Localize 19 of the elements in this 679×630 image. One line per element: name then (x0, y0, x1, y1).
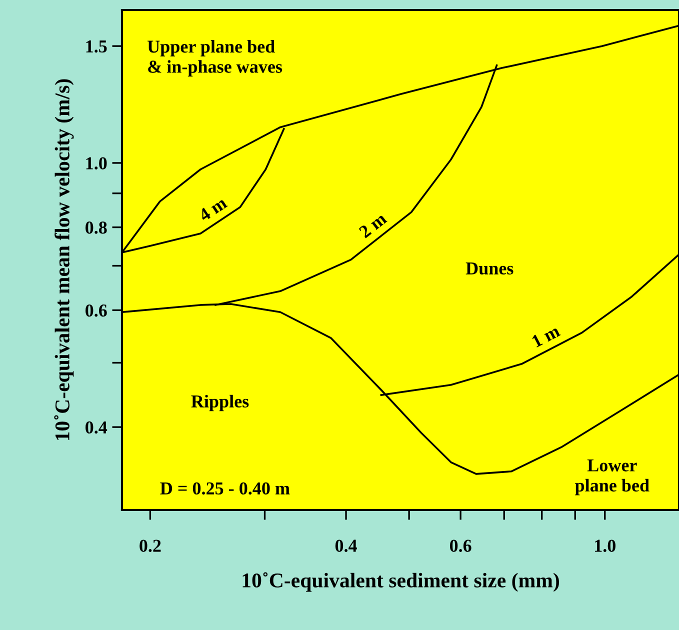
annotation: Ripples (191, 394, 249, 412)
annotation: Dunes (466, 262, 514, 275)
annotation: D = 0.25 - 0.40 m (160, 482, 290, 495)
text: 4 m (198, 196, 228, 222)
text: 1 m (531, 324, 561, 348)
x-tick-label: 0.2 (140, 540, 161, 552)
y-tick-label: 1.0 (86, 157, 107, 170)
y-tick-label: 0.4 (86, 421, 108, 434)
x-axis-title: 10˚C-equivalent sediment size (mm) (242, 572, 559, 592)
annotation: Lower plane bed (575, 459, 650, 496)
text: 2 m (358, 212, 388, 238)
x-tick-label: 1.0 (595, 540, 616, 552)
y-tick-label: 0.6 (86, 304, 107, 317)
x-tick-label: 0.4 (335, 540, 357, 552)
x-tick-label: 0.6 (450, 540, 472, 552)
annotation: Upper plane bed & in-phase waves (148, 40, 282, 77)
y-tick-label: 0.8 (86, 222, 107, 234)
y-tick-label: 1.5 (86, 40, 107, 53)
y-axis-title: 10˚C-equivalent mean flow velocity (m/s) (54, 79, 74, 440)
